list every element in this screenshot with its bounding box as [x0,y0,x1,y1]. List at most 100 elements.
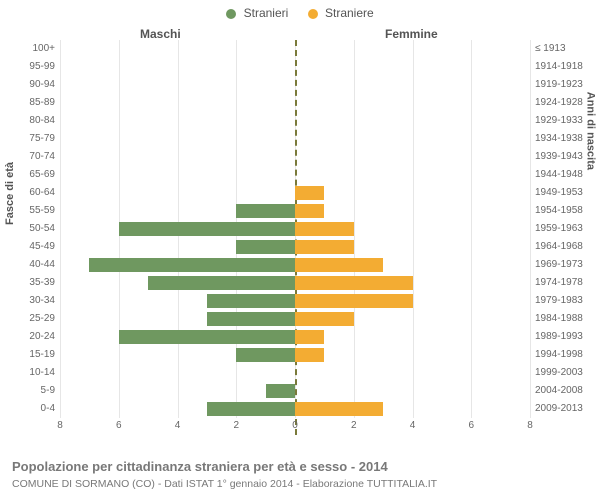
age-label: 15-19 [0,349,55,360]
bar-male [119,330,295,344]
legend: Stranieri Straniere [0,6,600,20]
x-tick: 2 [351,420,357,431]
bar-female [295,204,324,218]
legend-label-female: Straniere [325,6,374,20]
age-row: 20-241989-1993 [60,328,530,346]
age-row: 85-891924-1928 [60,94,530,112]
bar-female [295,258,383,272]
age-row: 100+≤ 1913 [60,40,530,58]
bar-female [295,402,383,416]
age-label: 25-29 [0,313,55,324]
legend-swatch-female [308,9,318,19]
age-row: 25-291984-1988 [60,310,530,328]
birth-year-label: 1984-1988 [535,313,600,324]
x-tick: 6 [468,420,474,431]
age-row: 95-991914-1918 [60,58,530,76]
age-row: 65-691944-1948 [60,166,530,184]
birth-year-label: 2009-2013 [535,403,600,414]
x-tick: 4 [175,420,181,431]
bar-male [207,312,295,326]
x-tick: 2 [233,420,239,431]
age-row: 50-541959-1963 [60,220,530,238]
birth-year-label: 1969-1973 [535,259,600,270]
birth-year-label: 1989-1993 [535,331,600,342]
bar-male [266,384,295,398]
age-row: 0-42009-2013 [60,400,530,418]
birth-year-label: ≤ 1913 [535,43,600,54]
x-tick: 8 [57,420,63,431]
bar-male [236,240,295,254]
age-label: 80-84 [0,115,55,126]
age-label: 75-79 [0,133,55,144]
legend-swatch-male [226,9,236,19]
age-row: 10-141999-2003 [60,364,530,382]
birth-year-label: 1964-1968 [535,241,600,252]
age-row: 35-391974-1978 [60,274,530,292]
age-label: 50-54 [0,223,55,234]
birth-year-label: 1949-1953 [535,187,600,198]
age-label: 30-34 [0,295,55,306]
birth-year-label: 1924-1928 [535,97,600,108]
age-label: 5-9 [0,385,55,396]
age-label: 95-99 [0,61,55,72]
bar-female [295,276,413,290]
age-row: 5-92004-2008 [60,382,530,400]
birth-year-label: 1939-1943 [535,151,600,162]
birth-year-label: 1914-1918 [535,61,600,72]
plot-area: 100+≤ 191395-991914-191890-941919-192385… [60,40,530,435]
age-row: 45-491964-1968 [60,238,530,256]
birth-year-label: 1999-2003 [535,367,600,378]
age-label: 35-39 [0,277,55,288]
age-row: 55-591954-1958 [60,202,530,220]
birth-year-label: 1934-1938 [535,133,600,144]
age-label: 90-94 [0,79,55,90]
birth-year-label: 1979-1983 [535,295,600,306]
age-row: 70-741939-1943 [60,148,530,166]
x-tick: 4 [410,420,416,431]
age-label: 85-89 [0,97,55,108]
bar-male [148,276,295,290]
gridline [530,40,531,418]
chart-subtitle: COMUNE DI SORMANO (CO) - Dati ISTAT 1° g… [12,478,437,490]
birth-year-label: 1944-1948 [535,169,600,180]
bar-male [236,348,295,362]
birth-year-label: 1929-1933 [535,115,600,126]
birth-year-label: 1954-1958 [535,205,600,216]
birth-year-label: 1959-1963 [535,223,600,234]
age-row: 15-191994-1998 [60,346,530,364]
age-label: 40-44 [0,259,55,270]
legend-item-female: Straniere [308,6,374,20]
age-row: 30-341979-1983 [60,292,530,310]
age-label: 10-14 [0,367,55,378]
age-row: 40-441969-1973 [60,256,530,274]
x-tick: 8 [527,420,533,431]
age-label: 65-69 [0,169,55,180]
birth-year-label: 2004-2008 [535,385,600,396]
bar-male [207,402,295,416]
bar-male [89,258,295,272]
bar-female [295,186,324,200]
bar-male [236,204,295,218]
age-row: 75-791934-1938 [60,130,530,148]
bar-female [295,240,354,254]
birth-year-label: 1919-1923 [535,79,600,90]
legend-item-male: Stranieri [226,6,288,20]
birth-year-label: 1994-1998 [535,349,600,360]
bar-female [295,330,324,344]
age-label: 20-24 [0,331,55,342]
age-row: 80-841929-1933 [60,112,530,130]
age-row: 90-941919-1923 [60,76,530,94]
x-tick: 0 [292,420,298,431]
age-label: 0-4 [0,403,55,414]
header-male: Maschi [140,27,181,41]
header-female: Femmine [385,27,438,41]
age-label: 55-59 [0,205,55,216]
legend-label-male: Stranieri [244,6,289,20]
chart-title: Popolazione per cittadinanza straniera p… [12,459,388,474]
age-label: 45-49 [0,241,55,252]
bar-female [295,312,354,326]
birth-year-label: 1974-1978 [535,277,600,288]
bar-male [207,294,295,308]
bar-female [295,348,324,362]
bar-male [119,222,295,236]
